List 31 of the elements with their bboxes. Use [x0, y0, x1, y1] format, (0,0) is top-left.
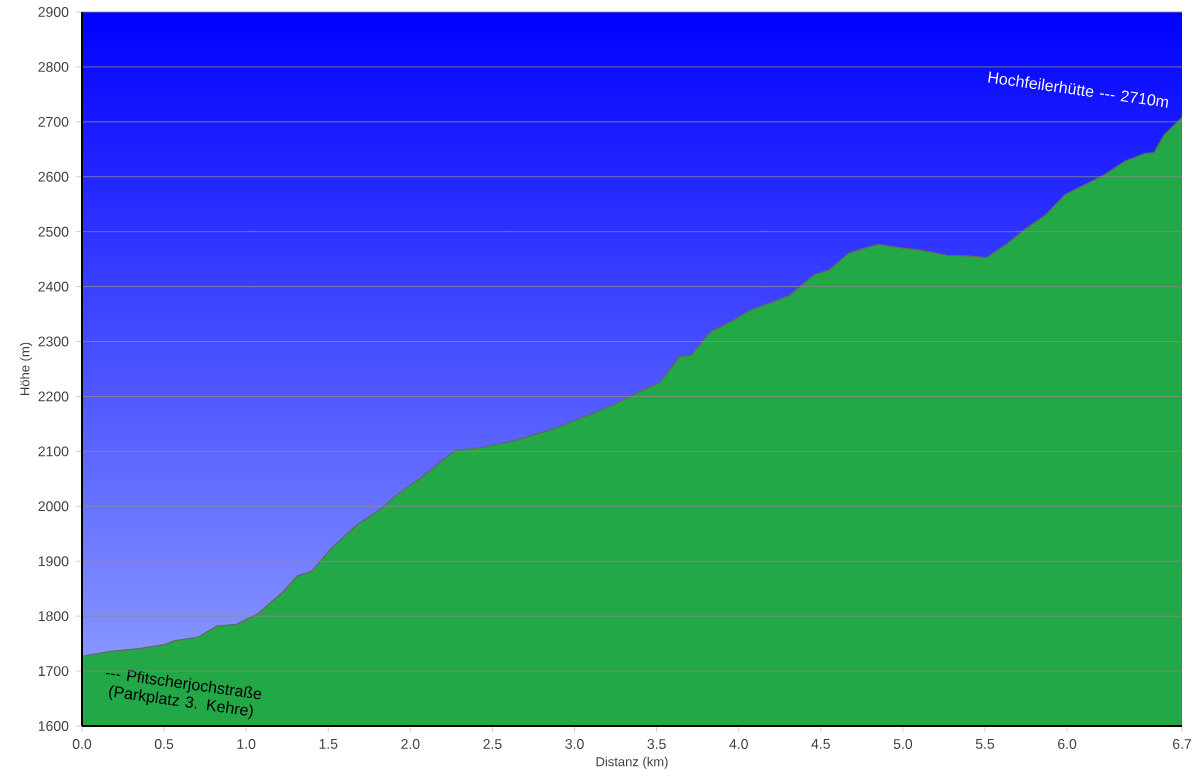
- y-axis-title: Höhe (m): [19, 342, 33, 396]
- x-tick-label: 5.0: [893, 739, 913, 749]
- x-tick-label: 6.0: [1058, 739, 1077, 749]
- y-tick-label: 2100: [38, 446, 69, 457]
- y-tick-label: 1800: [38, 611, 69, 622]
- y-tick-label: 2600: [38, 171, 69, 182]
- x-tick-label: 6.7: [1173, 739, 1192, 749]
- y-tick-label: 2900: [38, 7, 69, 17]
- x-tick-label: 4.5: [811, 739, 830, 749]
- x-tick-label: 4.0: [729, 739, 748, 749]
- x-tick-label: 5.5: [975, 739, 995, 749]
- annotation: Hochfeilerhütte --- 2710m: [988, 71, 1169, 108]
- y-tick-label: 2000: [38, 501, 69, 512]
- x-tick-label: 3.5: [647, 739, 666, 749]
- y-tick-label: 2500: [38, 226, 69, 237]
- x-tick-label: 0.5: [154, 739, 174, 749]
- x-tick-label: 1.0: [237, 739, 256, 749]
- x-axis-title: Distanz (km): [596, 756, 668, 769]
- y-tick-label: 2700: [38, 116, 69, 127]
- y-tick-label: 2400: [38, 281, 69, 292]
- y-tick-label: 1600: [38, 721, 69, 731]
- y-tick-label: 2300: [38, 336, 69, 347]
- x-tick-label: 2.0: [401, 739, 420, 749]
- x-tick-label: 3.0: [565, 739, 584, 749]
- x-tick-label: 1.5: [319, 739, 338, 749]
- x-tick-label: 2.5: [483, 739, 502, 749]
- y-tick-label: 1700: [38, 666, 69, 677]
- y-tick-label: 2200: [38, 391, 69, 402]
- y-tick-label: 1900: [38, 556, 69, 567]
- y-tick-label: 2800: [38, 61, 69, 72]
- x-tick-label: 0.0: [72, 739, 92, 749]
